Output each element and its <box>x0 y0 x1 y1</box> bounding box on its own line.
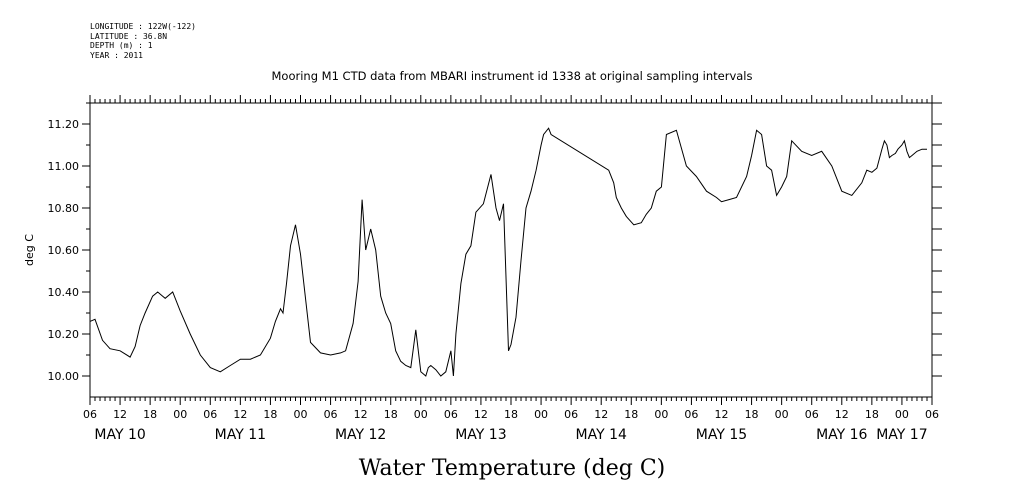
plot-frame <box>89 102 933 398</box>
day-label: MAY 16 <box>816 427 867 443</box>
x-tick-label: 06 <box>324 408 338 421</box>
x-tick-label: 12 <box>835 408 849 421</box>
y-axis: 10.00 10.20 10.40 10.60 10.80 11.00 11.20 <box>48 102 942 383</box>
y-tick-label: 10.80 <box>48 202 80 215</box>
x-tick-label: 18 <box>865 408 879 421</box>
x-tick-label: 00 <box>414 408 428 421</box>
x-tick-label: 00 <box>654 408 668 421</box>
x-tick-label: 06 <box>444 408 458 421</box>
x-tick-label: 12 <box>594 408 608 421</box>
x-tick-label: 18 <box>745 408 759 421</box>
day-label: MAY 13 <box>455 427 506 443</box>
x-tick-label: 00 <box>534 408 548 421</box>
y-tick-label: 10.20 <box>48 328 80 341</box>
x-tick-label: 12 <box>474 408 488 421</box>
temperature-series-line <box>89 127 927 377</box>
y-tick-label: 11.00 <box>48 160 80 173</box>
day-label: MAY 17 <box>876 427 927 443</box>
x-axis: 06 12 18 00 06 12 18 00 06 12 18 00 06 12 18 00 06 12 18 00… <box>83 95 939 443</box>
y-tick-label: 11.20 <box>48 118 80 131</box>
year-text: YEAR : 2011 <box>90 50 143 60</box>
x-tick-label: 00 <box>775 408 789 421</box>
day-label: MAY 14 <box>576 427 627 443</box>
series-layer <box>89 127 927 377</box>
day-label: MAY 12 <box>335 427 386 443</box>
latitude-text: LATITUDE : 36.8N <box>90 31 168 41</box>
x-tick-label: 12 <box>233 408 247 421</box>
x-tick-label: 00 <box>294 408 308 421</box>
x-tick-label: 06 <box>203 408 217 421</box>
longitude-text: LONGITUDE : 122W(-122) <box>90 22 196 31</box>
x-tick-label: 06 <box>564 408 578 421</box>
chart-title: Mooring M1 CTD data from MBARI instrumen… <box>272 69 753 83</box>
day-label: MAY 10 <box>94 427 145 443</box>
day-label: MAY 15 <box>696 427 747 443</box>
x-tick-label: 12 <box>354 408 368 421</box>
x-tick-label: 18 <box>143 408 157 421</box>
depth-text: DEPTH (m) : 1 <box>90 41 153 50</box>
y-tick-label: 10.40 <box>48 286 80 299</box>
x-tick-label: 12 <box>113 408 127 421</box>
x-tick-label: 18 <box>384 408 398 421</box>
x-tick-label: 06 <box>925 408 939 421</box>
x-tick-label: 06 <box>83 408 97 421</box>
x-tick-label: 12 <box>715 408 729 421</box>
x-tick-label: 18 <box>504 408 518 421</box>
x-axis-label: Water Temperature (deg C) <box>359 456 666 481</box>
x-tick-label: 18 <box>624 408 638 421</box>
x-tick-label: 18 <box>263 408 277 421</box>
y-tick-label: 10.60 <box>48 244 80 257</box>
x-tick-label: 06 <box>805 408 819 421</box>
x-tick-label: 00 <box>173 408 187 421</box>
x-tick-label: 06 <box>684 408 698 421</box>
y-axis-label: deg C <box>23 234 36 266</box>
day-label: MAY 11 <box>215 427 266 443</box>
metadata-block: LONGITUDE : 122W(-122) LATITUDE : 36.8N … <box>90 22 196 60</box>
y-tick-label: 10.00 <box>48 370 80 383</box>
x-tick-label: 00 <box>895 408 909 421</box>
